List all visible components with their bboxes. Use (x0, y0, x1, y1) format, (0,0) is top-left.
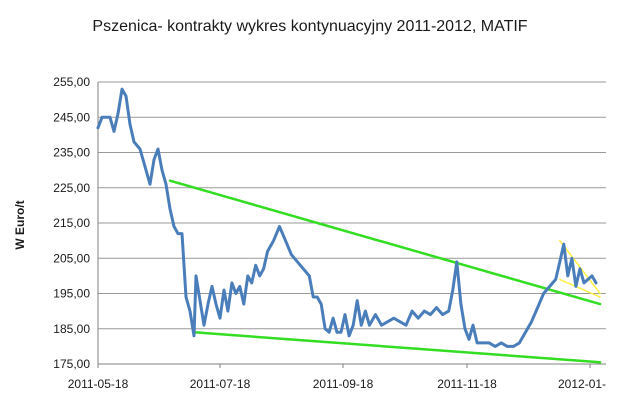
trendline (168, 179, 602, 306)
x-tick-label: 2012-01- (558, 377, 606, 391)
y-tick-label: 215,00 (53, 216, 90, 230)
x-tick-label: 2011-07-18 (190, 377, 251, 391)
x-tick-label: 2011-09-18 (313, 377, 374, 391)
y-tick-label: 205,00 (53, 251, 90, 265)
y-tick-label: 255,00 (53, 75, 90, 89)
y-tick-label: 175,00 (53, 357, 90, 371)
price-series-line (96, 87, 598, 348)
trendline (559, 239, 601, 295)
chart-title: Pszenica- kontrakty wykres kontynuacyjny… (92, 18, 528, 35)
y-tick-label: 185,00 (53, 322, 90, 336)
x-tick-label: 2011-05-18 (68, 377, 129, 391)
y-tick-label: 225,00 (53, 181, 90, 195)
y-tick-label: 235,00 (53, 146, 90, 160)
y-tick-label: 195,00 (53, 287, 90, 301)
trendline (559, 278, 601, 298)
trendline (192, 331, 602, 364)
y-tick-label: 245,00 (53, 110, 90, 124)
x-tick-label: 2011-11-18 (437, 377, 497, 391)
